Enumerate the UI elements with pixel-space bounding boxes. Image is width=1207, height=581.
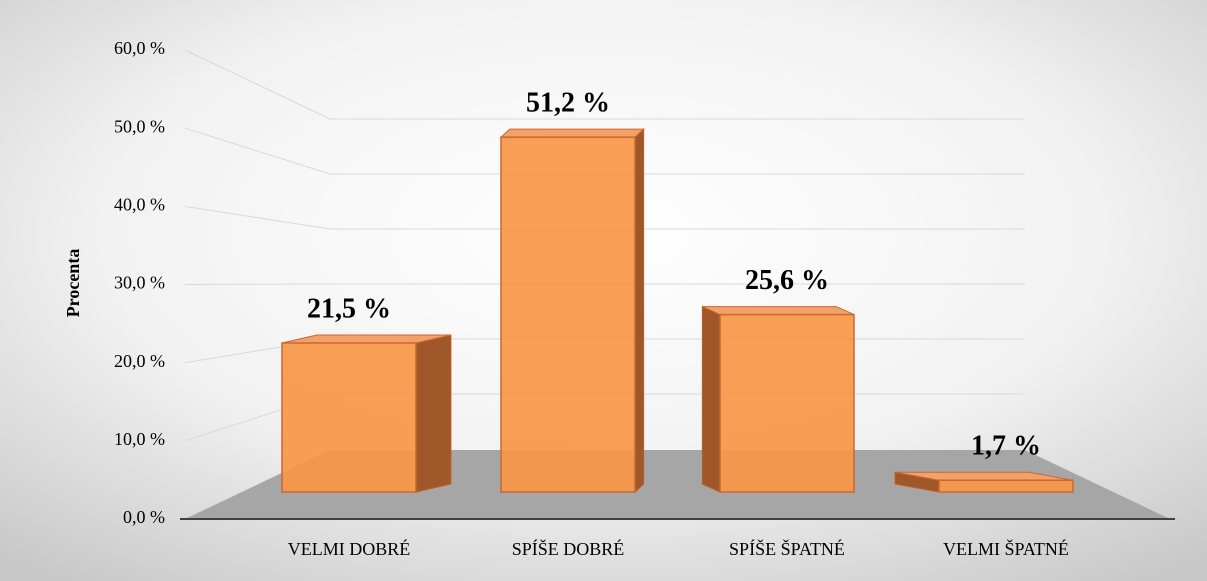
bar-front (500, 136, 636, 493)
value-label: 21,5 % (307, 293, 391, 324)
y-tick-label: 10,0 % (114, 429, 165, 449)
grid-line (184, 49, 1025, 120)
x-tick-label: VELMI ŠPATNÉ (943, 538, 1069, 559)
bar-top (702, 306, 855, 316)
bar-side (701, 305, 721, 493)
bar (701, 305, 855, 493)
bar-side (634, 128, 645, 494)
y-axis-label: Procenta (63, 249, 83, 318)
x-tick-label: SPÍŠE ŠPATNÉ (729, 538, 845, 559)
bar-front (281, 342, 417, 493)
bar-front (719, 313, 855, 493)
y-tick-label: 40,0 % (114, 194, 165, 214)
y-tick-label: 30,0 % (114, 273, 165, 293)
bar (499, 128, 645, 494)
bar (281, 334, 452, 493)
value-label: 51,2 % (526, 88, 610, 119)
bar (894, 471, 1074, 493)
y-tick-label: 50,0 % (114, 116, 165, 136)
bar-top (499, 128, 645, 138)
bar-front (938, 479, 1074, 493)
grid-line (184, 127, 1025, 175)
value-label: 1,7 % (971, 431, 1041, 462)
value-label: 25,6 % (745, 265, 829, 296)
y-tick-label: 0,0 % (123, 507, 165, 527)
bar-side (415, 334, 452, 493)
x-tick-label: SPÍŠE DOBRÉ (512, 538, 625, 559)
y-tick-label: 20,0 % (114, 351, 165, 371)
y-tick-label: 60,0 % (114, 38, 165, 58)
x-tick-label: VELMI DOBRÉ (288, 538, 411, 559)
grid-line (184, 283, 1025, 285)
grid-line (184, 205, 1025, 230)
